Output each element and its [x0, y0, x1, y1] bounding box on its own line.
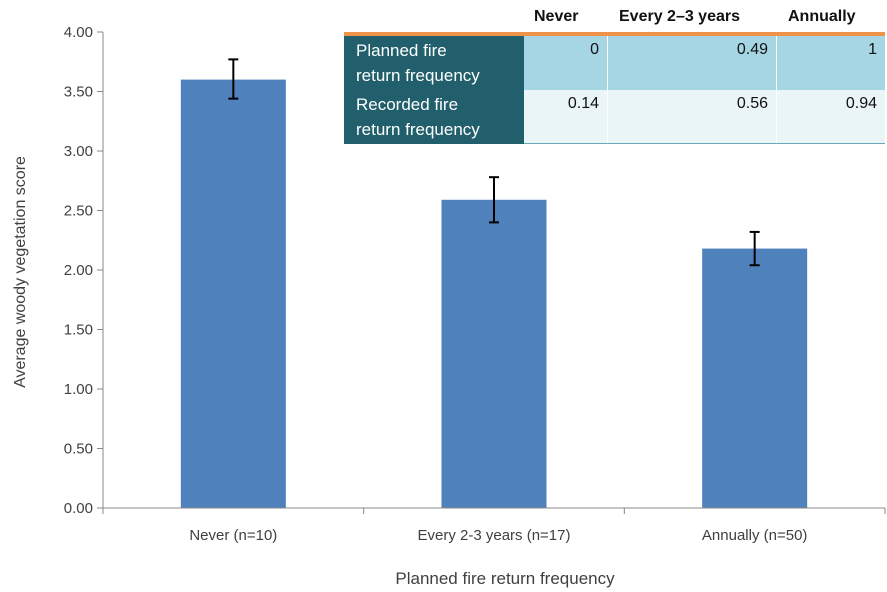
y-tick-label: 2.50 — [64, 203, 93, 220]
y-tick-label: 1.50 — [64, 322, 93, 339]
table-cell: 0 — [524, 36, 607, 90]
x-axis-ticks: Never (n=10) Every 2-3 years (n=17) Annual… — [102, 508, 886, 544]
y-tick-label: 4.00 — [64, 24, 93, 41]
column-header-every-2-3-years: Every 2–3 years — [619, 8, 740, 25]
y-tick-label: 2.00 — [64, 262, 93, 279]
table-cell: 0.49 — [608, 36, 776, 90]
bar — [180, 79, 286, 508]
row-label-line: return frequency — [356, 66, 480, 85]
row-label-recorded: Recorded fire return frequency — [344, 90, 524, 144]
row-label-line: Planned fire — [356, 41, 447, 60]
cell-divider — [776, 36, 777, 90]
row-label-line: return frequency — [356, 120, 480, 139]
row-label-planned: Planned fire return frequency — [344, 36, 524, 90]
table-row-recorded: Recorded fire return frequency 0.14 0.56… — [344, 90, 885, 144]
cell-divider — [607, 36, 608, 90]
fire-frequency-table: Never Every 2–3 years Annually Planned f… — [344, 4, 885, 144]
y-tick-label: 0.00 — [64, 500, 93, 517]
x-tick-label: Annually (n=50) — [702, 527, 807, 544]
table-row-planned: Planned fire return frequency 0 0.49 1 — [344, 36, 885, 90]
y-tick-label: 3.50 — [64, 84, 93, 101]
bar — [702, 248, 808, 508]
table-bottom-rule — [524, 143, 885, 144]
bar — [441, 199, 547, 509]
y-tick-label: 0.50 — [64, 441, 93, 458]
y-axis-title: Average woody vegetation score — [12, 156, 29, 388]
column-header-annually: Annually — [788, 8, 856, 25]
cell-divider — [776, 90, 777, 144]
cell-divider — [607, 90, 608, 144]
y-axis-ticks: 0.00 0.50 1.00 1.50 2.00 2.50 3.00 3.50 4.00 — [64, 24, 103, 517]
y-tick-label: 1.00 — [64, 381, 93, 398]
column-header-never: Never — [534, 8, 579, 25]
row-label-line: Recorded fire — [356, 95, 459, 114]
table-header: Never Every 2–3 years Annually — [344, 4, 885, 36]
y-tick-label: 3.00 — [64, 143, 93, 160]
table-cell: 0.56 — [608, 90, 776, 144]
table-cell: 0.94 — [777, 90, 885, 144]
x-tick-label: Every 2-3 years (n=17) — [418, 527, 571, 544]
table-cell: 1 — [777, 36, 885, 90]
error-bars — [228, 58, 760, 267]
bars — [180, 79, 808, 509]
x-tick-label: Never (n=10) — [189, 527, 277, 544]
table-cell: 0.14 — [524, 90, 607, 144]
x-axis-title: Planned fire return frequency — [395, 569, 615, 588]
